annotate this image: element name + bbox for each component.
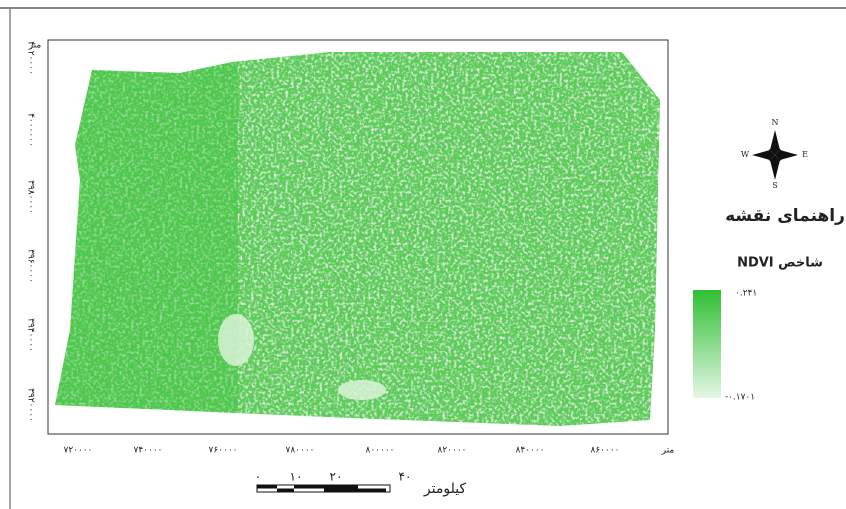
y-ticks: ۴۰۲۰۰۰۰ ۴۰۰۰۰۰۰ ۳۹۸۰۰۰۰ ۳۹۶۰۰۰۰ ۳۹۴۰۰۰۰ …	[26, 41, 36, 422]
compass-e: E	[802, 150, 808, 159]
compass-n: N	[772, 118, 779, 127]
y-tick-label: ۴۰۰۰۰۰۰	[26, 113, 36, 147]
compass-arm	[770, 155, 780, 180]
y-axis-unit: متر	[28, 41, 42, 51]
compass-w: W	[741, 150, 750, 159]
x-tick-label: ۷۶۰۰۰۰	[208, 446, 237, 456]
map-frame	[47, 39, 669, 435]
compass-ring	[767, 147, 783, 163]
scale-segment	[294, 485, 324, 489]
y-tick-label: ۳۹۶۰۰۰۰	[26, 249, 36, 283]
x-tick-label: ۸۴۰۰۰۰	[515, 446, 544, 456]
scale-label: ۲۰	[330, 470, 343, 484]
raster-fill	[55, 52, 660, 426]
y-tick-label: ۳۹۴۰۰۰۰	[26, 318, 36, 352]
y-tick-label: ۳۹۲۰۰۰۰	[26, 388, 36, 422]
y-tick-label: ۴۰۲۰۰۰۰	[26, 41, 36, 75]
x-tick-label: ۷۴۰۰۰۰	[133, 446, 162, 456]
sparse-patch	[338, 380, 386, 400]
y-tick-label: ۳۹۸۰۰۰۰	[26, 180, 36, 214]
x-tick-label: ۸۰۰۰۰۰	[365, 446, 394, 456]
legend-title: راهنمای نقشه	[725, 206, 845, 226]
scale-segment	[358, 488, 386, 492]
scale-label: ۰	[255, 470, 261, 484]
color-ramp	[693, 290, 721, 398]
x-tick-label: ۸۲۰۰۰۰	[437, 446, 466, 456]
raster-dense	[55, 52, 238, 426]
compass: N E S W	[741, 118, 808, 190]
compass-s: S	[772, 181, 777, 190]
sparse-patch	[218, 314, 254, 366]
legend-min: -۰.۱۷۰۱	[725, 393, 755, 403]
x-tick-label: ۷۸۰۰۰۰	[285, 446, 314, 456]
scale-label: ۴۰	[399, 470, 412, 484]
x-axis-unit: متر	[661, 446, 675, 456]
scale-segment	[324, 485, 358, 492]
legend-max: ۰.۲۴۱	[735, 289, 757, 299]
scale-segment	[277, 488, 294, 492]
scale-bar: ۰ ۱۰ ۲۰ ۴۰ کیلومتر	[255, 470, 467, 498]
scale-segment	[257, 485, 277, 489]
scale-label: ۱۰	[290, 470, 303, 484]
ndvi-raster	[55, 52, 660, 426]
x-tick-label: ۷۲۰۰۰۰	[63, 446, 92, 456]
legend-index: شاخص NDVI	[737, 256, 823, 271]
scale-unit: کیلومتر	[423, 481, 467, 497]
x-ticks: ۷۲۰۰۰۰ ۷۴۰۰۰۰ ۷۶۰۰۰۰ ۷۸۰۰۰۰ ۸۰۰۰۰۰ ۸۲۰۰۰…	[63, 446, 674, 456]
x-tick-label: ۸۶۰۰۰۰	[590, 446, 619, 456]
compass-arm	[770, 130, 780, 155]
